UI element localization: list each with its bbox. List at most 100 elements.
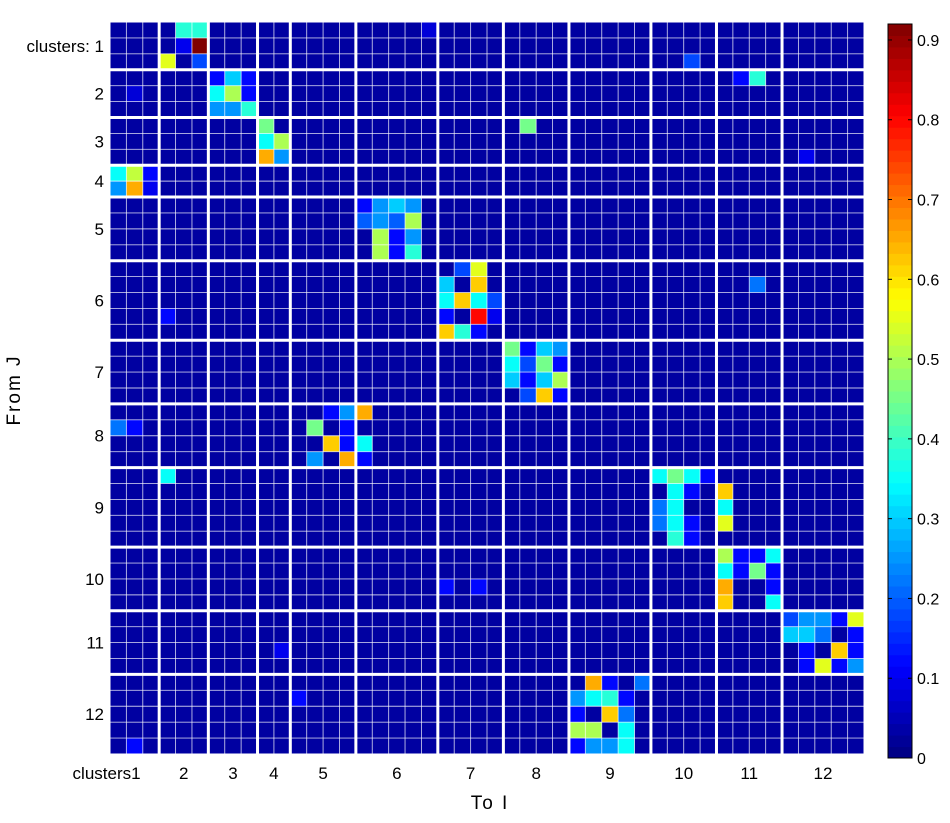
heatmap-cell bbox=[159, 53, 176, 71]
heatmap-cell bbox=[814, 483, 832, 500]
heatmap-cell bbox=[503, 356, 521, 373]
heatmap-cell bbox=[487, 451, 504, 468]
heatmap-cell bbox=[355, 403, 373, 421]
heatmap-cell bbox=[208, 101, 226, 118]
heatmap-cell bbox=[519, 435, 537, 453]
heatmap-cell bbox=[831, 181, 849, 198]
colorbar-segment bbox=[888, 276, 912, 289]
heatmap-cell bbox=[355, 212, 373, 230]
heatmap-cell bbox=[454, 658, 472, 675]
heatmap-cell bbox=[601, 626, 619, 644]
heatmap-cell bbox=[798, 690, 816, 707]
heatmap-cell bbox=[536, 419, 553, 437]
heatmap-cell bbox=[601, 292, 619, 309]
heatmap-cell bbox=[798, 197, 816, 214]
heatmap-cell bbox=[847, 69, 865, 87]
heatmap-cell bbox=[388, 435, 406, 453]
heatmap-cell bbox=[732, 594, 750, 612]
heatmap-cell bbox=[257, 324, 275, 341]
heatmap-cell bbox=[732, 37, 750, 55]
heatmap-cell bbox=[765, 419, 783, 437]
colorbar-tick-label: 0.2 bbox=[917, 591, 939, 608]
heatmap-cell bbox=[191, 658, 209, 675]
heatmap-cell bbox=[814, 451, 832, 468]
heatmap-cell bbox=[552, 244, 570, 262]
heatmap-cell bbox=[536, 101, 553, 118]
heatmap-cell bbox=[585, 228, 603, 246]
heatmap-cell bbox=[765, 276, 783, 293]
heatmap-cell bbox=[814, 658, 832, 675]
heatmap-cell bbox=[208, 451, 226, 468]
heatmap-cell bbox=[667, 149, 685, 166]
heatmap-cell bbox=[749, 451, 767, 468]
heatmap-cell bbox=[437, 738, 455, 755]
heatmap-cell bbox=[110, 531, 127, 548]
heatmap-cell bbox=[355, 499, 373, 516]
heatmap-cell bbox=[191, 451, 209, 468]
heatmap-cell bbox=[700, 22, 717, 39]
heatmap-cell bbox=[798, 276, 816, 293]
heatmap-cell bbox=[568, 515, 586, 532]
heatmap-cell bbox=[339, 722, 357, 739]
heatmap-cell bbox=[831, 197, 849, 214]
heatmap-cell bbox=[782, 197, 799, 214]
heatmap-cell bbox=[191, 674, 209, 691]
heatmap-cell bbox=[454, 451, 472, 468]
heatmap-cell bbox=[700, 738, 717, 755]
heatmap-cell bbox=[831, 101, 849, 118]
heatmap-cell bbox=[405, 244, 422, 262]
heatmap-cell bbox=[142, 483, 160, 500]
heatmap-cell bbox=[683, 451, 701, 468]
heatmap-cell bbox=[487, 69, 504, 87]
heatmap-cell bbox=[650, 547, 668, 564]
heatmap-cell bbox=[421, 117, 439, 134]
heatmap-cell bbox=[257, 356, 275, 373]
heatmap-cell bbox=[847, 419, 865, 437]
heatmap-cell bbox=[683, 578, 701, 596]
heatmap-cell bbox=[749, 244, 767, 262]
colorbar-segment bbox=[888, 563, 912, 575]
heatmap-cell bbox=[536, 547, 553, 564]
heatmap-cell bbox=[503, 642, 521, 659]
heatmap-cell bbox=[175, 578, 193, 596]
heatmap-cell bbox=[683, 117, 701, 134]
heatmap-cell bbox=[831, 388, 849, 405]
colorbar-segment bbox=[888, 666, 912, 679]
heatmap-cell bbox=[749, 276, 767, 293]
heatmap-cell bbox=[323, 85, 340, 102]
heatmap-cell bbox=[159, 690, 176, 707]
colorbar-segment bbox=[888, 58, 912, 71]
heatmap-cell bbox=[782, 658, 799, 675]
heatmap-cell bbox=[798, 212, 816, 230]
heatmap-cell bbox=[470, 260, 488, 278]
heatmap-cell bbox=[601, 85, 619, 102]
heatmap-cell bbox=[273, 133, 291, 150]
heatmap-cell bbox=[241, 101, 258, 118]
colorbar-segment bbox=[888, 643, 912, 656]
heatmap-cell bbox=[208, 228, 226, 246]
heatmap-cell bbox=[126, 674, 144, 691]
heatmap-cell bbox=[405, 308, 422, 325]
heatmap-cell bbox=[355, 101, 373, 118]
heatmap-cell bbox=[798, 594, 816, 612]
heatmap-cell bbox=[306, 69, 324, 87]
heatmap-cell bbox=[405, 563, 422, 580]
heatmap-cell bbox=[618, 276, 635, 293]
heatmap-cell bbox=[536, 133, 553, 150]
heatmap-cell bbox=[683, 308, 701, 325]
heatmap-cell bbox=[355, 642, 373, 659]
heatmap-cell bbox=[683, 292, 701, 309]
heatmap-cell bbox=[372, 594, 390, 612]
heatmap-cell bbox=[241, 165, 258, 182]
heatmap-cell bbox=[798, 356, 816, 373]
heatmap-cell bbox=[487, 531, 504, 548]
heatmap-cell bbox=[618, 324, 635, 341]
heatmap-cell bbox=[798, 260, 816, 278]
heatmap-cell bbox=[568, 117, 586, 134]
heatmap-cell bbox=[667, 53, 685, 71]
heatmap-cell bbox=[585, 706, 603, 723]
heatmap-cell bbox=[388, 340, 406, 357]
heatmap-cell bbox=[716, 149, 734, 166]
